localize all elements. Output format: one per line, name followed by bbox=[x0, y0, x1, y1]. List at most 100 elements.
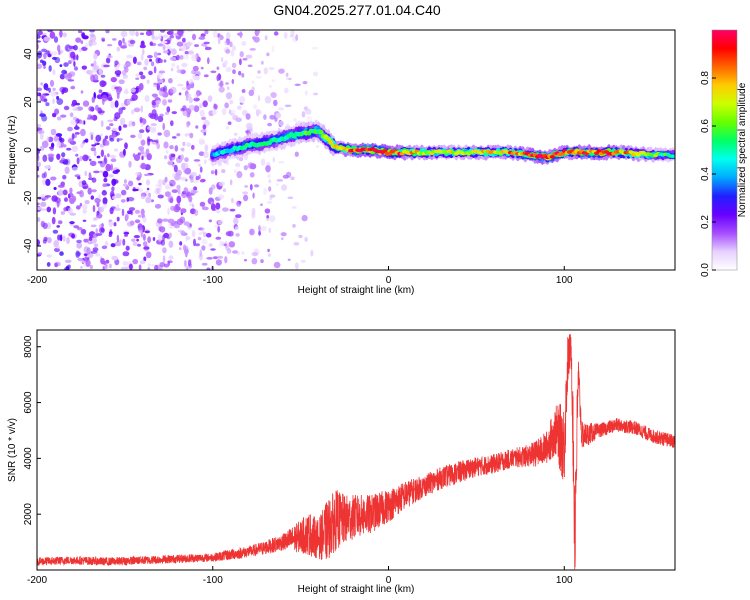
spectrogram-noise-cell bbox=[87, 187, 92, 195]
spectrogram-noise-cell bbox=[52, 98, 55, 104]
spectrogram-noise-cell bbox=[134, 219, 141, 224]
spectrogram-x-label: Height of straight line (km) bbox=[298, 285, 415, 296]
spectrogram-noise-cell bbox=[122, 183, 128, 187]
spectrogram-noise-cell bbox=[101, 80, 107, 87]
spectrogram-noise-cell bbox=[183, 221, 190, 226]
spectrogram-noise-cell bbox=[245, 113, 251, 120]
spectrogram-noise-cell bbox=[222, 207, 229, 212]
spectrogram-noise-cell bbox=[47, 153, 55, 158]
spectrogram-noise-cell bbox=[208, 219, 213, 223]
spectrogram-noise-cell bbox=[98, 67, 103, 76]
spectrogram-noise-cell bbox=[96, 155, 101, 159]
spectrogram-noise-cell bbox=[267, 173, 271, 179]
spectrogram-noise-cell bbox=[125, 245, 130, 251]
spectrogram-noise-cell bbox=[201, 245, 206, 251]
spectrogram-noise-cell bbox=[179, 176, 187, 181]
spectrogram-noise-cell bbox=[244, 259, 247, 262]
spectrogram-noise-cell bbox=[263, 187, 267, 196]
spectrogram-noise-cell bbox=[176, 69, 183, 74]
spectrogram-noise-cell bbox=[88, 158, 92, 162]
spectrogram-noise-cell bbox=[252, 192, 255, 199]
spectrogram-noise-cell bbox=[59, 137, 65, 143]
spectrogram-noise-cell bbox=[90, 74, 95, 82]
spectrogram-noise-cell bbox=[193, 159, 201, 162]
spectrogram-noise-cell bbox=[167, 99, 173, 103]
spectrogram-noise-cell bbox=[193, 97, 200, 102]
spectrogram-noise-cell bbox=[177, 30, 184, 36]
spectrogram-noise-cell bbox=[116, 138, 123, 141]
spectrogram-noise-cell bbox=[153, 93, 158, 99]
spectrogram-noise-cell bbox=[199, 249, 202, 257]
spectrogram-noise-cell bbox=[144, 58, 149, 66]
spectrogram-noise-cell bbox=[107, 153, 110, 158]
spectrogram-noise-cell bbox=[102, 189, 106, 193]
spectrogram-noise-cell bbox=[93, 149, 97, 157]
spectrogram-noise-cell bbox=[278, 120, 284, 127]
spectrogram-noise-cell bbox=[188, 104, 195, 111]
spectrogram-noise-cell bbox=[145, 251, 152, 259]
spectrogram-noise-cell bbox=[290, 176, 295, 181]
spectrogram-noise-cell bbox=[164, 184, 172, 190]
spectrogram-noise-cell bbox=[182, 37, 186, 43]
spectrogram-noise-cell bbox=[247, 162, 254, 169]
spectrogram-noise-cell bbox=[284, 104, 292, 108]
spectrogram-noise-cell bbox=[161, 40, 168, 44]
spectrogram-noise-cell bbox=[136, 61, 142, 66]
spectrogram-noise-cell bbox=[37, 239, 40, 247]
spectrogram-noise-cell bbox=[132, 56, 137, 64]
x-tick-label: 100 bbox=[556, 575, 573, 586]
spectrogram-noise-cell bbox=[138, 146, 145, 151]
spectrogram-noise-cell bbox=[111, 127, 118, 132]
spectrogram-noise-cell bbox=[263, 114, 267, 120]
spectrogram-noise-cell bbox=[103, 64, 110, 68]
spectrogram-noise-cell bbox=[184, 167, 192, 175]
spectrogram-noise-cell bbox=[163, 141, 169, 149]
spectrogram-noise-cell bbox=[73, 44, 78, 51]
spectrogram-noise-cell bbox=[52, 87, 56, 91]
spectrogram-noise-cell bbox=[97, 107, 102, 114]
spectrogram-noise-cell bbox=[180, 208, 187, 214]
spectrogram-noise-cell bbox=[247, 64, 253, 68]
spectrogram-noise-cell bbox=[82, 35, 89, 40]
spectrogram-noise-cell bbox=[72, 55, 76, 61]
spectrogram-noise-cell bbox=[164, 176, 168, 183]
spectrogram-noise-cell bbox=[225, 67, 232, 73]
spectrogram-noise-cell bbox=[165, 45, 171, 50]
spectrogram-noise-cell bbox=[180, 154, 185, 161]
colorbar-tick-label: 0.8 bbox=[700, 71, 711, 85]
spectrogram-noise-cell bbox=[146, 79, 150, 84]
spectrogram-noise-cell bbox=[225, 49, 231, 54]
spectrogram-noise-cell bbox=[224, 102, 229, 109]
spectrogram-noise-cell bbox=[140, 162, 147, 170]
spectrogram-noise-cell bbox=[268, 67, 275, 71]
spectrogram-noise-cell bbox=[68, 60, 72, 65]
spectrogram-noise-cell bbox=[163, 50, 169, 54]
spectrogram-noise-cell bbox=[109, 123, 114, 127]
spectrogram-noise-cell bbox=[52, 69, 56, 75]
spectrogram-noise-cell bbox=[233, 169, 237, 173]
spectrogram-noise-cell bbox=[184, 250, 188, 258]
spectrogram-noise-cell bbox=[110, 158, 117, 163]
spectrogram-noise-cell bbox=[245, 54, 253, 59]
spectrogram-noise-cell bbox=[239, 58, 242, 66]
spectrogram-noise-cell bbox=[268, 227, 272, 233]
spectrogram-noise-cell bbox=[211, 184, 216, 190]
spectrogram-noise-cell bbox=[170, 120, 174, 127]
spectrogram-noise-cell bbox=[44, 195, 52, 198]
spectrogram-noise-cell bbox=[116, 73, 120, 77]
spectrogram-noise-cell bbox=[190, 172, 197, 177]
spectrogram-noise-cell bbox=[96, 213, 103, 219]
spectrogram-noise-cell bbox=[285, 72, 289, 77]
spectrogram-noise-cell bbox=[85, 259, 91, 267]
spectrogram-noise-cell bbox=[89, 175, 92, 180]
colorbar-label: Normalized spectral amplitude bbox=[737, 82, 748, 217]
spectrogram-noise-cell bbox=[148, 192, 152, 198]
spectrogram-noise-cell bbox=[70, 85, 76, 90]
spectrogram-noise-cell bbox=[142, 49, 145, 55]
spectrogram-noise-cell bbox=[205, 233, 212, 238]
spectrogram-noise-cell bbox=[106, 55, 113, 59]
spectrogram-ridge-cell bbox=[549, 155, 555, 159]
spectrogram-ridge-cell bbox=[318, 129, 324, 135]
spectrogram-noise-cell bbox=[156, 142, 160, 150]
spectrogram-noise-cell bbox=[51, 216, 56, 225]
